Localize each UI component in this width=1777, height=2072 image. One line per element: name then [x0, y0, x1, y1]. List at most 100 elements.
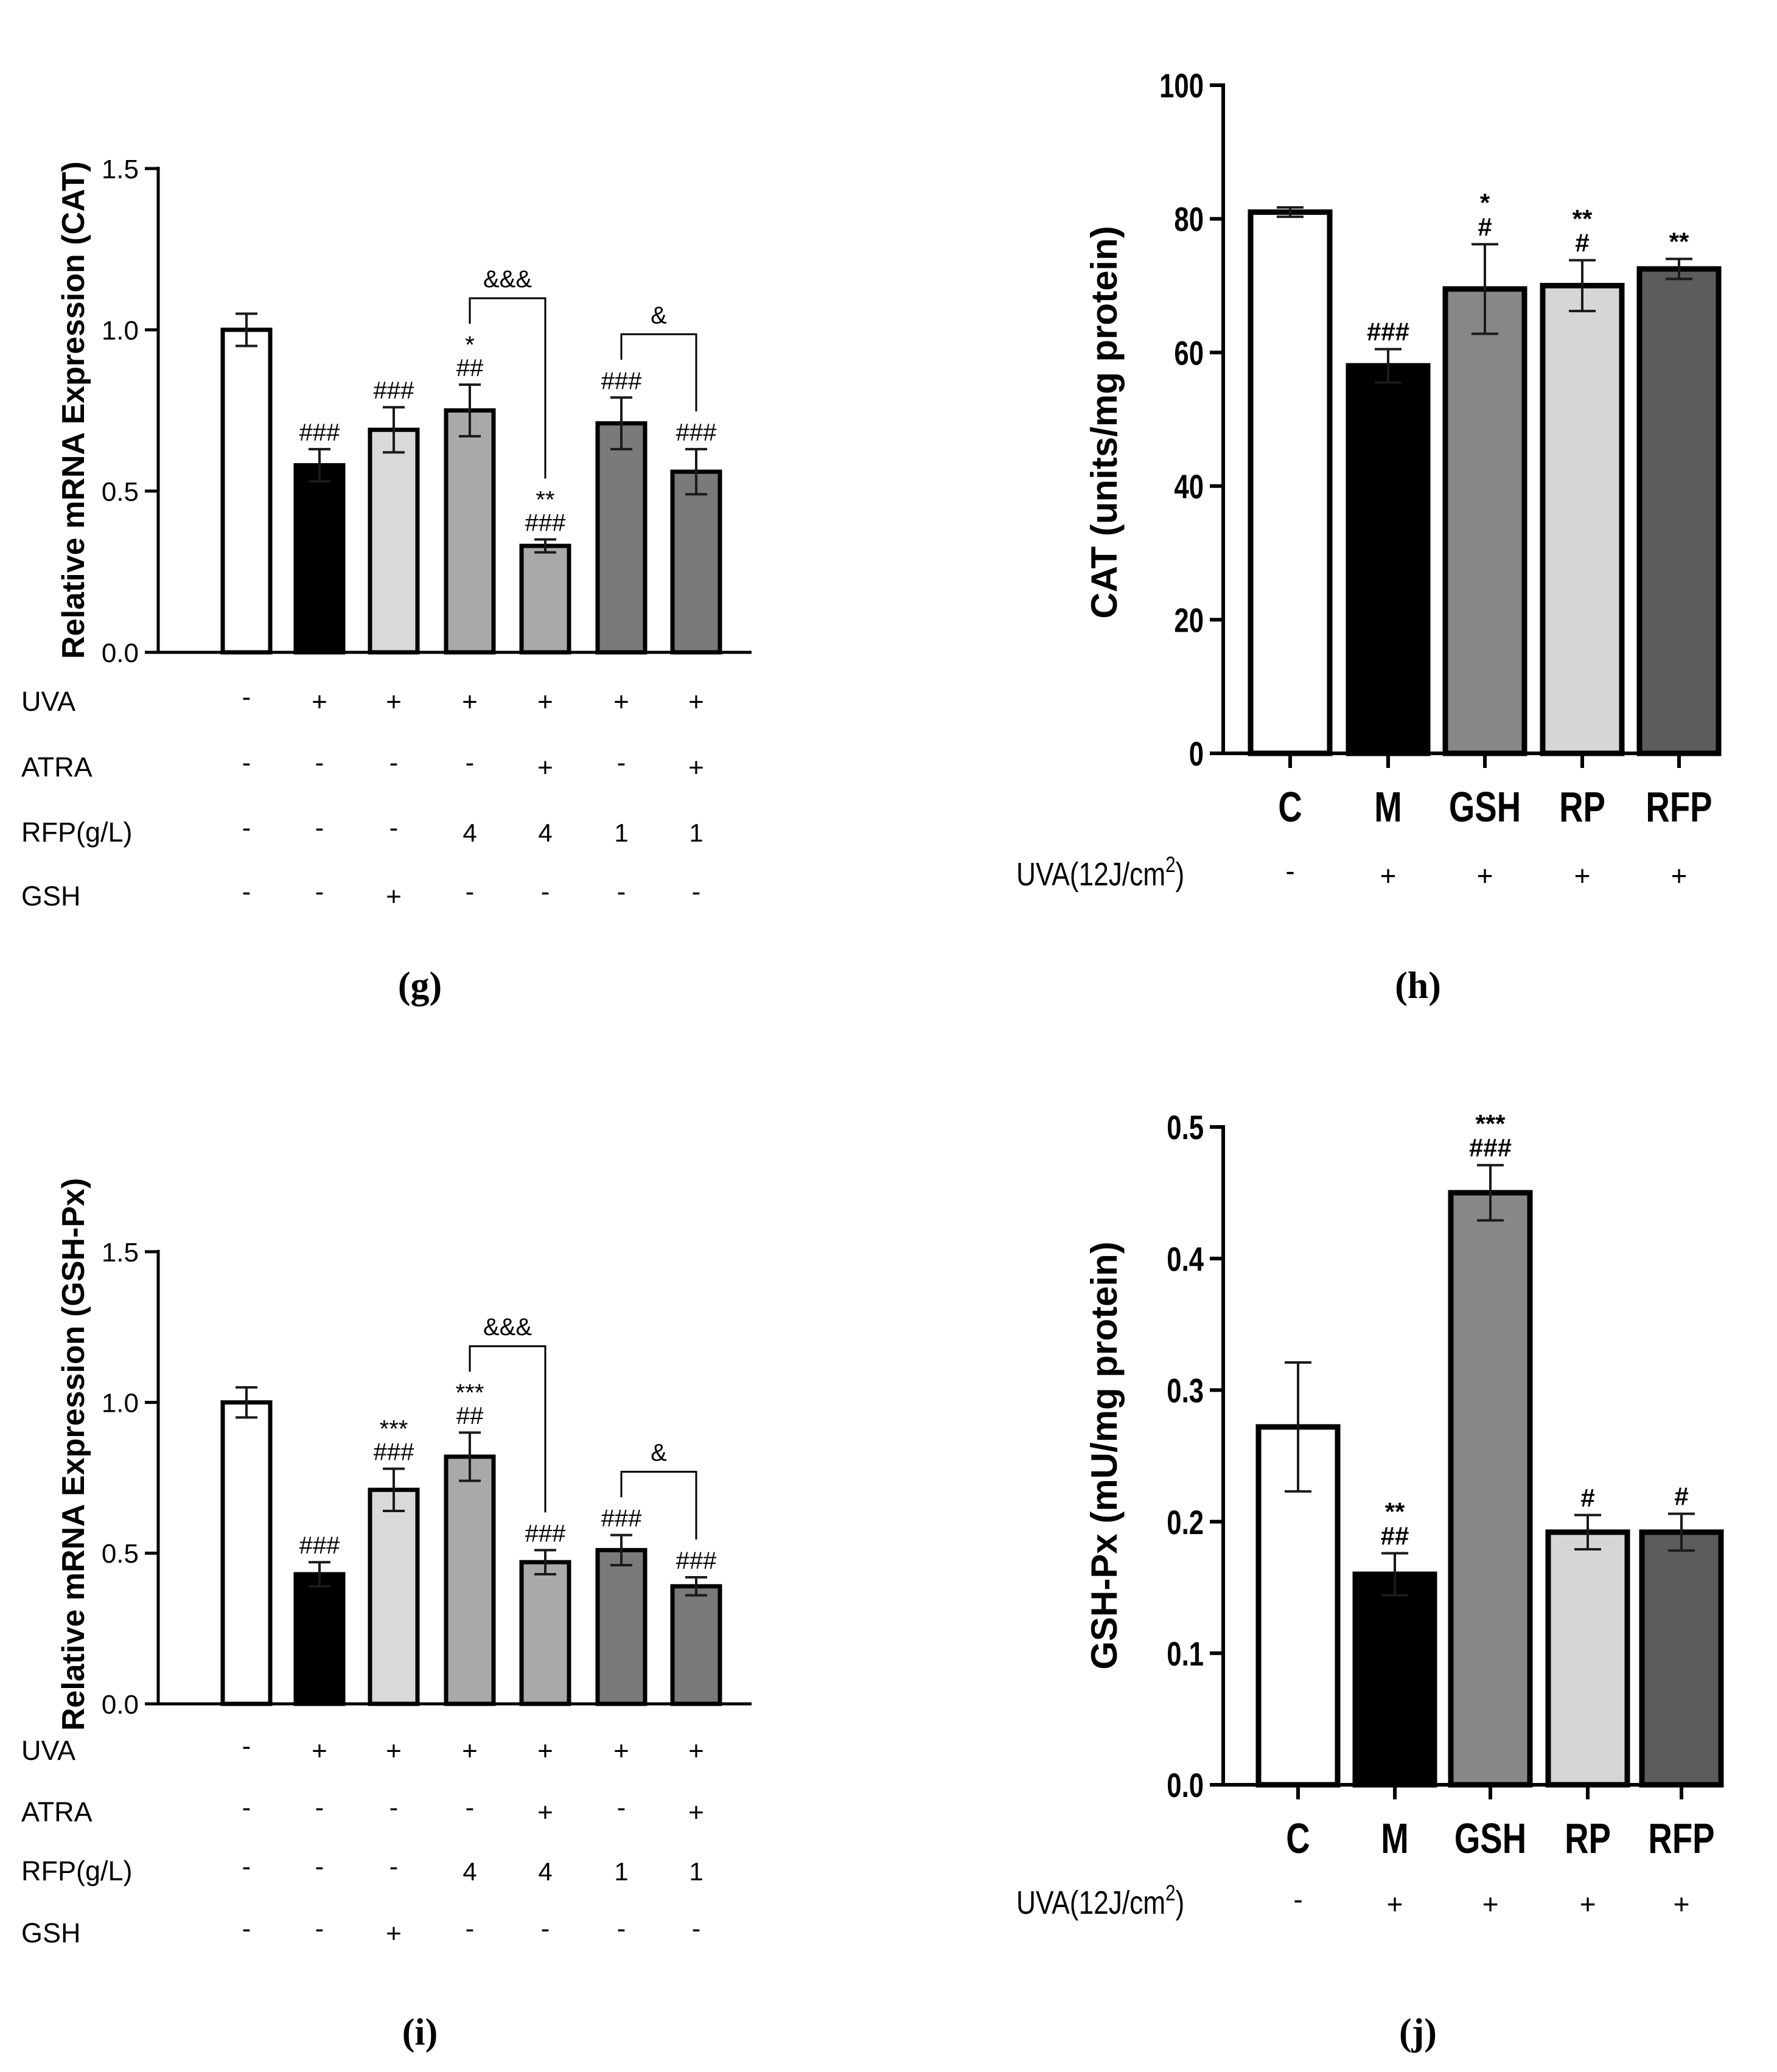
condition-row-label: GSH — [21, 1917, 81, 1948]
condition-value: + — [537, 753, 553, 783]
significance-mark: * — [465, 332, 475, 358]
uva-label-text: UVA(12J/cm — [1016, 856, 1165, 893]
uva-label-superscript: 2 — [1165, 1880, 1175, 1905]
significance-mark: ### — [1367, 318, 1409, 346]
condition-value: + — [462, 687, 478, 717]
y-tick-label: 0.5 — [102, 477, 139, 507]
bar-5 — [519, 1560, 571, 1706]
y-tick-label: 40 — [1174, 468, 1204, 506]
condition-value: - — [315, 1793, 324, 1823]
category-label: M — [1381, 1815, 1408, 1863]
condition-value: - — [466, 877, 475, 907]
bracket-label: & — [651, 302, 667, 329]
comparison-bracket — [469, 297, 546, 479]
condition-value: - — [389, 748, 399, 778]
condition-value: - — [617, 1914, 626, 1944]
significance-mark: ** — [536, 487, 554, 514]
bar-5 — [1636, 266, 1722, 756]
uva-row-value: + — [1482, 1888, 1499, 1920]
condition-value: 4 — [538, 1857, 552, 1886]
significance-mark: ### — [374, 377, 414, 404]
uva-row-value: - — [1293, 1883, 1302, 1915]
condition-value: - — [315, 1852, 324, 1882]
comparison-bracket — [620, 1471, 697, 1540]
condition-value: 1 — [614, 1857, 628, 1886]
condition-value: + — [386, 1736, 402, 1766]
condition-row-label: GSH — [21, 881, 81, 912]
condition-value: - — [242, 813, 251, 843]
y-tick-label: 0 — [1189, 735, 1204, 773]
bar-3 — [1442, 286, 1527, 756]
condition-value: - — [617, 1793, 626, 1823]
bar-2 — [1352, 1571, 1437, 1788]
condition-value: - — [692, 1914, 701, 1944]
condition-value: - — [315, 877, 324, 907]
significance-mark: ### — [601, 368, 642, 394]
uva-label-paren: ) — [1176, 1885, 1185, 1921]
condition-value: - — [617, 877, 626, 907]
bar-2 — [293, 463, 346, 655]
condition-value: 1 — [689, 1857, 703, 1886]
y-tick-label: 0.3 — [1167, 1372, 1204, 1409]
condition-value: + — [688, 753, 704, 783]
condition-value: 1 — [614, 818, 628, 847]
bar-4 — [444, 408, 496, 655]
condition-row-label: RFP(g/L) — [21, 817, 133, 848]
y-tick-label: 0.0 — [102, 638, 139, 668]
y-tick-label: 60 — [1174, 334, 1204, 372]
significance-mark: ## — [1381, 1521, 1409, 1550]
bar-5 — [1639, 1529, 1724, 1788]
significance-mark: *** — [456, 1380, 484, 1406]
condition-value: + — [537, 687, 553, 717]
bar-3 — [368, 1487, 420, 1706]
condition-value: + — [386, 1919, 402, 1948]
y-tick-label: 0.4 — [1167, 1240, 1204, 1278]
condition-value: - — [242, 748, 251, 778]
category-label: C — [1278, 784, 1302, 831]
y-axis-title: CAT (units/mg protein) — [1084, 226, 1125, 618]
condition-value: + — [613, 1736, 629, 1766]
significance-mark: ### — [525, 1520, 566, 1547]
category-label: GSH — [1454, 1815, 1526, 1863]
condition-value: - — [315, 1914, 324, 1944]
y-tick-label: 1.0 — [102, 316, 139, 346]
bar-3 — [1448, 1190, 1533, 1788]
condition-row-label: UVA — [21, 686, 75, 717]
uva-label-text: UVA(12J/cm — [1016, 1885, 1165, 1921]
y-tick-label: 0.1 — [1167, 1635, 1204, 1673]
bar-7 — [670, 1584, 722, 1706]
condition-value: + — [537, 1736, 553, 1766]
condition-value: + — [312, 1736, 327, 1766]
chart-panel-g: 0.0 0.5 1.0 1.5 Relative mRNA Expression (CA… — [21, 155, 752, 1006]
condition-row-label: ATRA — [21, 1796, 93, 1827]
condition-value: 1 — [689, 818, 703, 847]
y-tick-label: 0.2 — [1167, 1504, 1204, 1541]
bracket-label: &&& — [483, 1314, 532, 1341]
bar-4 — [1545, 1529, 1630, 1788]
bracket-label: & — [651, 1440, 667, 1467]
condition-value: - — [242, 1793, 251, 1823]
bar-2 — [293, 1572, 346, 1706]
condition-value: + — [688, 1736, 704, 1766]
condition-row-label: UVA — [21, 1735, 75, 1766]
y-axis-title: Relative mRNA Expression (GSH-Px) — [56, 1178, 91, 1731]
category-label: RFP — [1648, 1815, 1714, 1863]
bar-6 — [595, 1547, 648, 1706]
significance-mark: # — [1580, 1484, 1594, 1512]
uva-row-value: + — [1671, 860, 1688, 891]
condition-value: 4 — [463, 818, 477, 847]
condition-value: - — [617, 748, 626, 778]
y-tick-label: 0.5 — [102, 1539, 139, 1569]
panel-label: (j) — [1399, 2012, 1437, 2053]
panel-label: (h) — [1395, 965, 1441, 1006]
condition-value: - — [242, 877, 251, 907]
bar-2 — [1346, 363, 1431, 756]
category-label: GSH — [1449, 784, 1521, 831]
uva-row-value: + — [1574, 860, 1591, 891]
significance-mark: ### — [299, 1532, 340, 1559]
bracket-label: &&& — [483, 266, 532, 293]
significance-mark: # — [1674, 1482, 1688, 1511]
significance-mark: * — [1480, 188, 1490, 217]
category-label: RP — [1565, 1815, 1611, 1863]
condition-value: 4 — [538, 818, 552, 847]
